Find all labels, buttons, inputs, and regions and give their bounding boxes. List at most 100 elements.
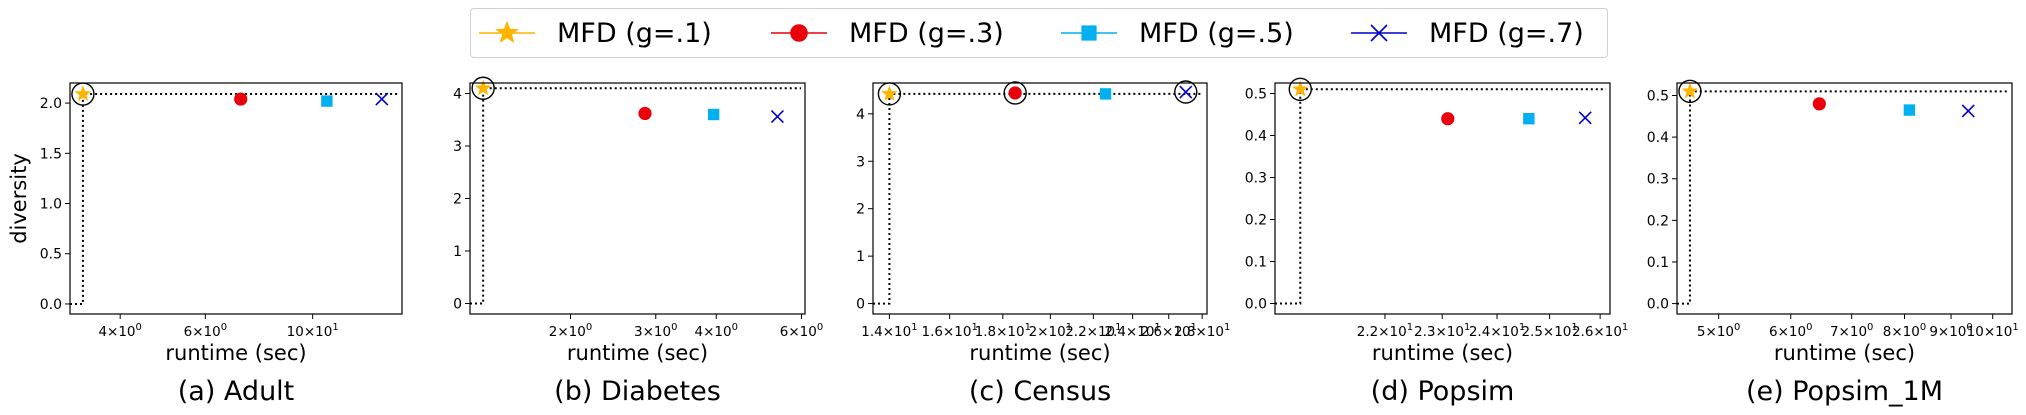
- data-point-x: [1578, 111, 1592, 125]
- x-tick-label: 2.6×101: [1141, 322, 1197, 340]
- legend-label: MFD (g=.7): [1429, 18, 1584, 49]
- x-tick-label: 2×101: [1029, 322, 1072, 340]
- x-axis-label: runtime (sec): [969, 341, 1110, 365]
- x-tick-label: 8×100: [1883, 322, 1926, 340]
- x-tick-label: 4×100: [695, 322, 738, 340]
- x-tick-label: 5×100: [1697, 322, 1740, 340]
- y-tick-label: 4: [856, 107, 865, 123]
- legend-label: MFD (g=.1): [557, 18, 712, 49]
- legend-label: MFD (g=.5): [1139, 18, 1294, 49]
- frontier-line: [1677, 90, 2008, 305]
- data-point-star: [881, 85, 898, 101]
- y-tick-label: 0: [453, 297, 462, 313]
- y-tick-label: 0.1: [1647, 255, 1669, 271]
- highlight-circle: [1003, 81, 1027, 105]
- legend-marker-circle: [790, 24, 808, 42]
- y-tick-label: 0.3: [1245, 171, 1267, 187]
- y-tick-label: 0.2: [1245, 213, 1267, 229]
- plot-frame: [69, 82, 403, 315]
- data-point-star: [1292, 80, 1309, 97]
- x-tick-label: 1.6×101: [921, 322, 977, 340]
- x-tick-label: 1.8×101: [975, 322, 1031, 340]
- data-point-circle: [638, 106, 652, 121]
- legend-marker-square: [1081, 25, 1097, 41]
- x-tick-label: 3×100: [634, 322, 677, 340]
- x-tick-label: 2.3×101: [1414, 322, 1470, 340]
- highlight-circle: [1174, 80, 1198, 104]
- highlight-circle: [1288, 77, 1312, 102]
- frontier-line: [70, 93, 398, 305]
- y-tick-label: 0.5: [40, 247, 62, 263]
- legend-entry: MFD (g=.7): [1351, 18, 1584, 49]
- y-tick-label: 0.0: [1647, 297, 1669, 313]
- panel-title: (a) Adult: [178, 376, 295, 407]
- x-tick-label: 1.4×101: [861, 322, 917, 340]
- y-tick-label: 3: [453, 139, 462, 155]
- legend-graphic: MFD (g=.1) MFD (g=.3) MFD (g=.5) MFD (g=.7): [479, 18, 1584, 49]
- x-tick-label: 2×100: [549, 322, 592, 340]
- panel-title: (c) Census: [969, 376, 1111, 407]
- y-tick-label: 0.1: [1245, 255, 1267, 271]
- legend-entry: MFD (g=.3): [771, 18, 1004, 49]
- data-point-square: [707, 108, 720, 121]
- legend-marker-x: [1370, 24, 1388, 42]
- chart-panel: 0.0 0.1 0.2 0.3 0.4 0.5 5×100 6×100 7×100 8×100 9×…: [1647, 79, 2019, 407]
- legend-label: MFD (g=.3): [849, 18, 1004, 49]
- legend-marker-star: [495, 20, 519, 44]
- y-tick-label: 0.0: [40, 297, 62, 313]
- data-point-x: [770, 110, 784, 124]
- chart-panel: 0 1 2 3 4 2×100 3×100 4×100 6×100 runtime (sec) (b…: [453, 76, 823, 407]
- y-tick-label: 3: [856, 154, 865, 170]
- y-axis-label: diversity: [7, 153, 31, 244]
- x-tick-label: 6×100: [780, 322, 823, 340]
- data-point-square: [1523, 113, 1535, 125]
- x-tick-label: 6×100: [1769, 322, 1812, 340]
- x-axis-label: runtime (sec): [1774, 341, 1915, 365]
- y-tick-label: 0.4: [1245, 129, 1267, 145]
- data-point-x: [1179, 85, 1193, 99]
- y-tick-label: 4: [453, 87, 462, 103]
- data-point-square: [321, 95, 333, 107]
- panel-title: (b) Diabetes: [554, 376, 721, 407]
- legend-entry: MFD (g=.1): [479, 18, 712, 49]
- data-point-square: [1099, 88, 1112, 100]
- panel-title: (e) Popsim_1M: [1746, 376, 1943, 407]
- data-point-square: [1903, 104, 1916, 116]
- y-tick-label: 2.0: [40, 96, 62, 112]
- panel-title: (d) Popsim: [1371, 376, 1515, 407]
- y-tick-label: 0.4: [1647, 130, 1669, 146]
- x-tick-label: 10×101: [1967, 322, 2019, 340]
- x-tick-label: 7×100: [1830, 322, 1873, 340]
- x-tick-label: 4×100: [98, 322, 141, 340]
- data-point-star: [474, 79, 492, 96]
- x-tick-label: 2.8×101: [1174, 322, 1230, 340]
- x-tick-label: 2.5×101: [1521, 322, 1577, 340]
- data-point-x: [1961, 104, 1975, 118]
- x-tick-label: 2.2×101: [1357, 322, 1413, 340]
- y-tick-label: 1.5: [40, 146, 62, 162]
- frontier-line: [1275, 88, 1606, 305]
- y-tick-label: 2: [453, 192, 462, 208]
- y-tick-label: 0.0: [1245, 297, 1267, 313]
- y-tick-label: 0.3: [1647, 172, 1669, 188]
- frontier-line: [873, 92, 1203, 305]
- x-tick-label: 10×101: [287, 322, 339, 340]
- x-axis-label: runtime (sec): [1372, 341, 1513, 365]
- plot-frame: [469, 82, 806, 315]
- x-tick-label: 2.2×101: [1065, 322, 1121, 340]
- data-point-x: [375, 92, 389, 106]
- x-tick-label: 6×100: [184, 322, 227, 340]
- y-tick-label: 1: [453, 244, 462, 260]
- x-tick-label: 2.6×101: [1572, 322, 1628, 340]
- x-tick-label: 2.4×101: [1104, 322, 1160, 340]
- x-axis-label: runtime (sec): [567, 341, 708, 365]
- data-point-circle: [234, 92, 248, 106]
- y-tick-label: 0.2: [1647, 213, 1669, 229]
- data-point-circle: [1008, 86, 1022, 100]
- x-tick-label: 9×100: [1929, 322, 1972, 340]
- legend: MFD (g=.1) MFD (g=.3) MFD (g=.5) MFD (g=.7): [470, 8, 1608, 58]
- highlight-circle: [1678, 79, 1702, 104]
- y-tick-label: 2: [856, 202, 865, 218]
